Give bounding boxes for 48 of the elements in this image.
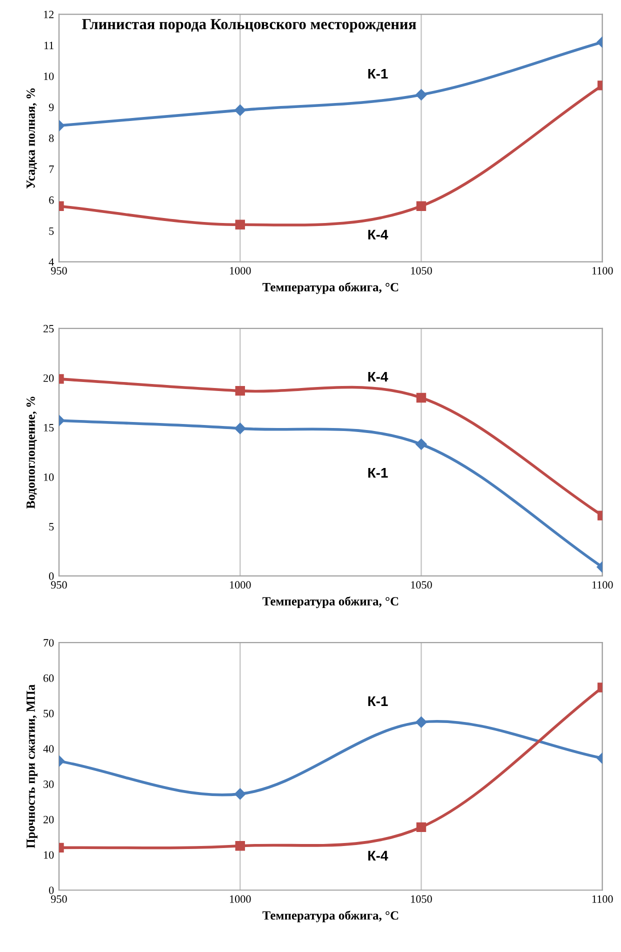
series-label: К-4 (368, 230, 388, 240)
y-tick-label: 20 (44, 374, 54, 382)
x-tick-label: 950 (51, 266, 67, 274)
x-tick-label: 1050 (411, 266, 432, 274)
y-tick-label: 30 (44, 780, 54, 788)
y-tick-label: 0 (49, 886, 54, 894)
y-tick-label: 10 (44, 473, 54, 481)
series-label: К-1 (368, 68, 388, 79)
x-tick-label: 1100 (592, 581, 613, 589)
series-label: К-4 (368, 850, 388, 860)
x-tick-label: 1050 (411, 581, 432, 589)
x-axis-title: Температура обжига, °C (262, 910, 398, 922)
y-tick-label: 70 (44, 639, 54, 647)
y-tick-label: 10 (44, 72, 54, 80)
x-tick-label: 1100 (592, 266, 613, 274)
y-axis-title: Усадка полная, % (26, 88, 37, 189)
y-tick-label: 5 (49, 227, 54, 235)
x-tick-label: 1000 (230, 581, 251, 589)
y-tick-label: 25 (44, 324, 54, 332)
series-label: К-4 (368, 372, 388, 382)
y-tick-label: 11 (44, 42, 54, 50)
y-tick-label: 4 (48, 258, 54, 266)
y-tick-label: 0 (49, 572, 54, 580)
x-tick-label: 1100 (592, 895, 613, 903)
x-tick-label: 1000 (230, 895, 251, 903)
x-tick-label: 1050 (411, 895, 432, 903)
x-tick-label: 950 (51, 895, 67, 903)
y-tick-label: 12 (44, 10, 54, 18)
y-tick-label: 6 (49, 196, 54, 204)
y-axis-title: Прочность при сжатии, МПа (26, 684, 38, 848)
y-tick-label: 60 (44, 674, 54, 682)
x-axis-title: Температура обжига, °C (262, 596, 398, 608)
y-tick-label: 7 (49, 166, 54, 173)
y-tick-label: 10 (44, 851, 54, 859)
x-tick-label: 950 (51, 581, 67, 589)
series-label: К-1 (368, 696, 388, 706)
x-tick-label: 1000 (230, 266, 251, 274)
y-tick-label: 15 (44, 424, 54, 432)
y-tick-label: 9 (48, 104, 54, 112)
y-tick-label: 20 (44, 816, 54, 824)
y-axis-title: Водопоглощение, % (26, 396, 37, 509)
y-tick-label: 40 (43, 745, 54, 753)
x-axis-title: Температура обжига, °C (262, 282, 398, 294)
text: К-1 (368, 468, 388, 478)
y-tick-label: 8 (49, 134, 54, 142)
chart-title: Глинистая порода Кольцовского месторождения (82, 19, 416, 32)
y-tick-label: 5 (49, 523, 54, 530)
y-tick-label: 50 (44, 710, 54, 718)
